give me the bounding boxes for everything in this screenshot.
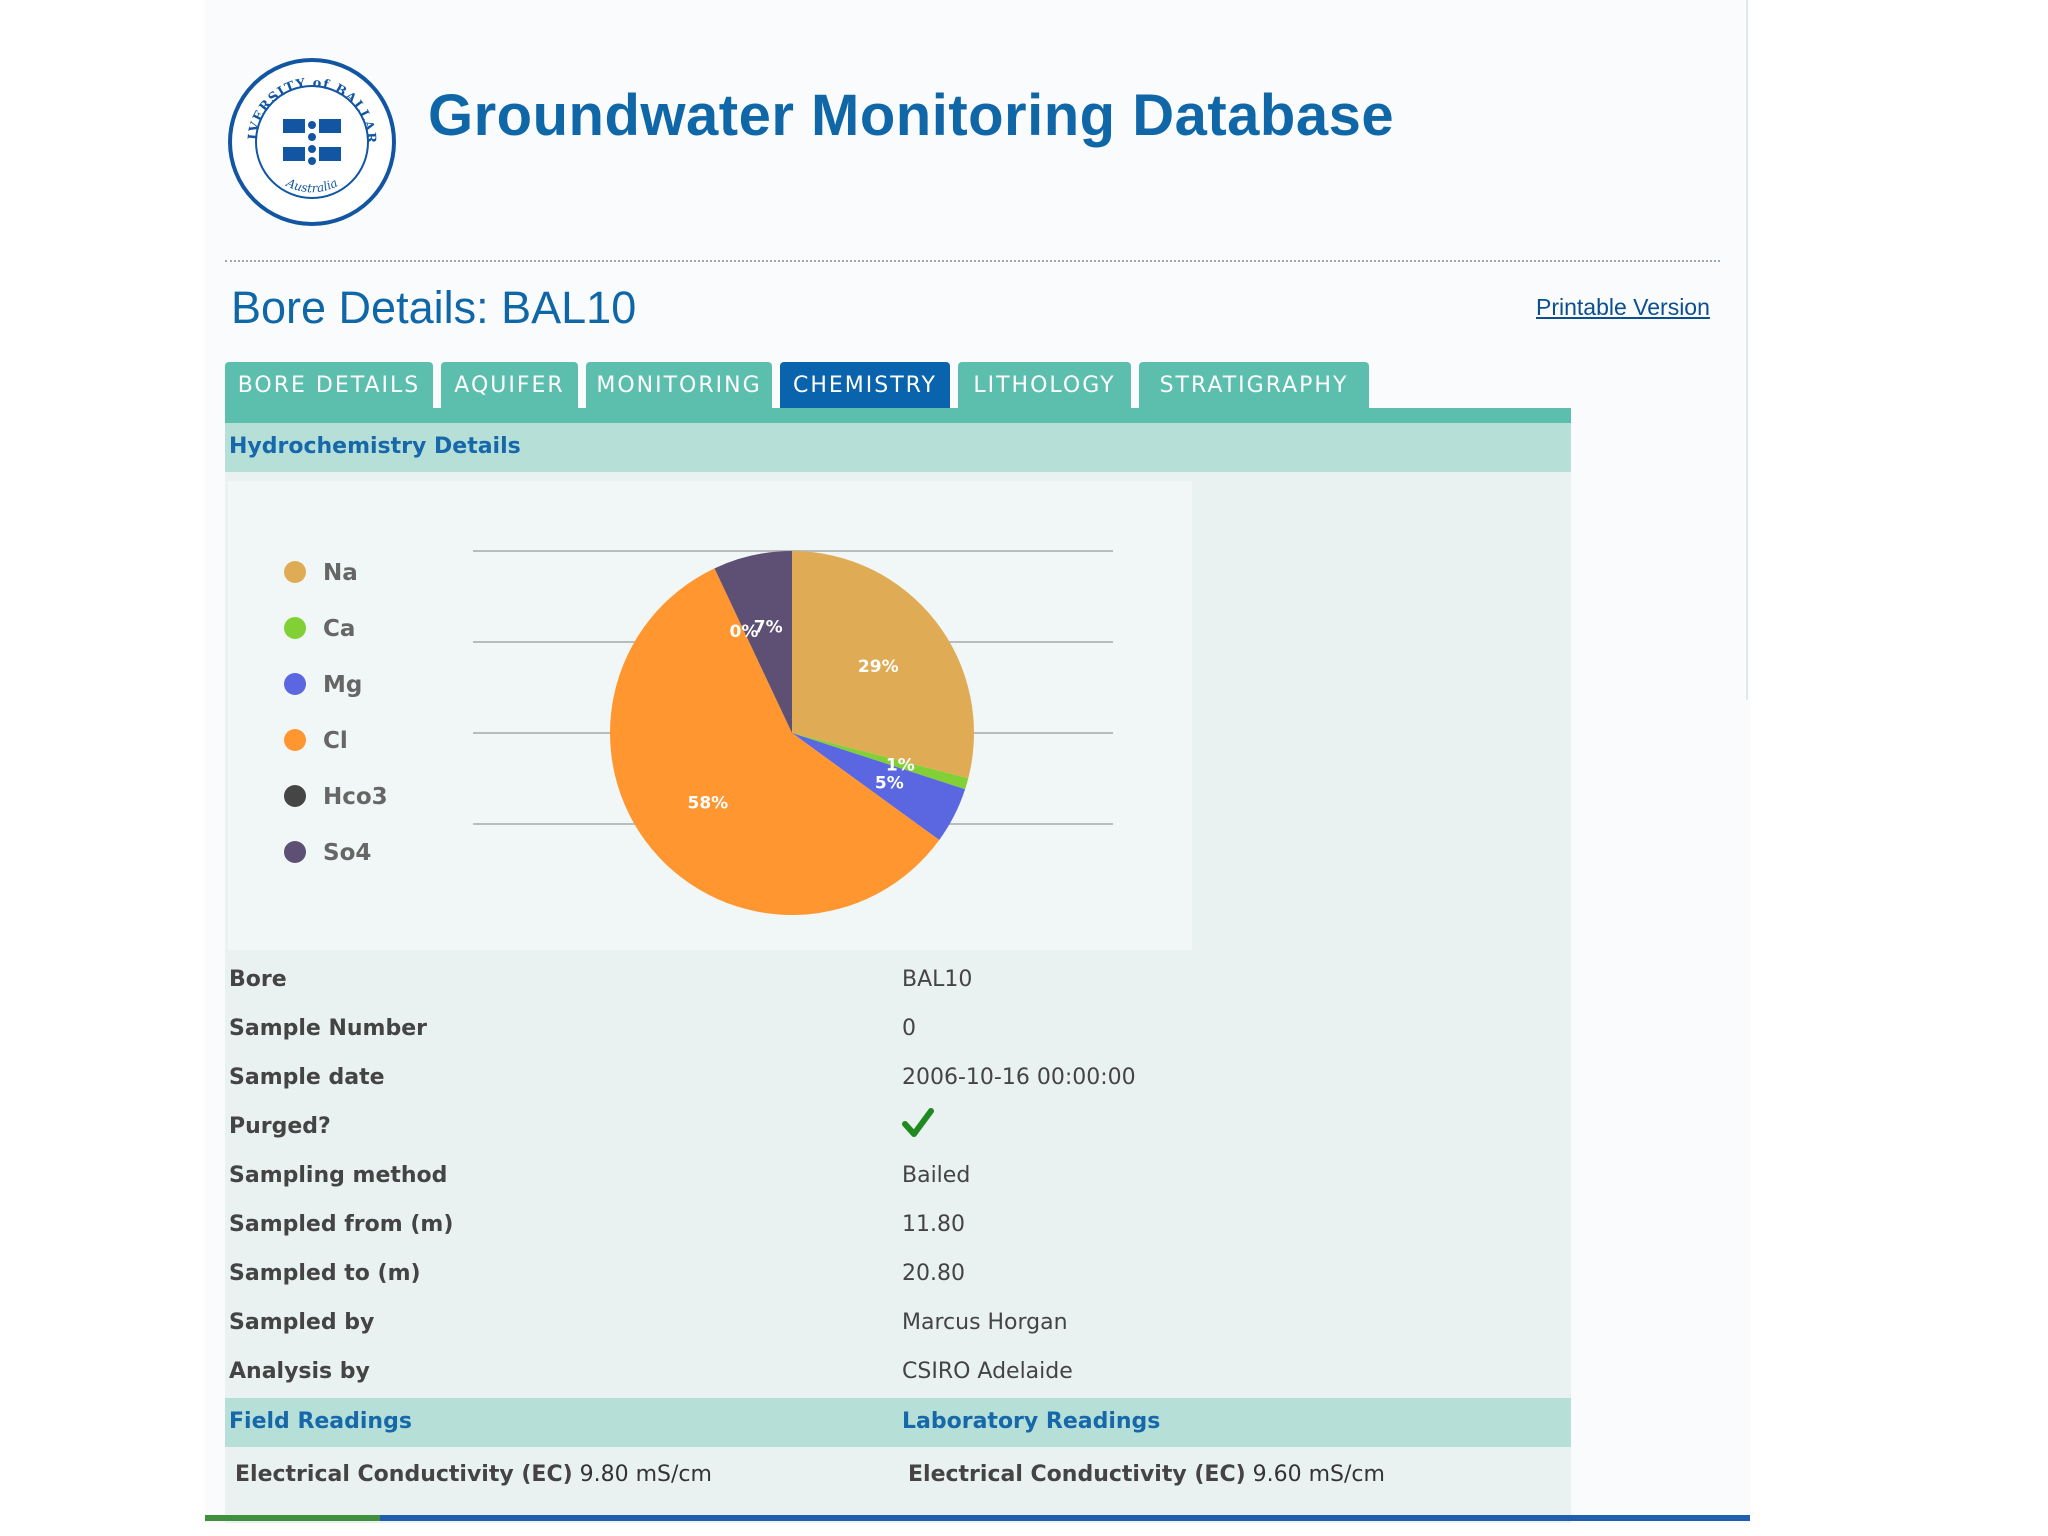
sample-date-label: Sample date (229, 1065, 385, 1090)
pie-slice-cl (610, 568, 940, 915)
pie-slice-mg (792, 733, 966, 840)
pie-label-cl: 58% (688, 794, 729, 814)
pie-label-ca: 1% (886, 755, 915, 775)
purged-label: Purged? (229, 1114, 331, 1139)
legend-label-ca: Ca (323, 616, 355, 642)
tab-chemistry[interactable]: CHEMISTRY (780, 362, 950, 408)
field-ec-reading: Electrical Conductivity (EC) 9.80 mS/cm (235, 1462, 712, 1487)
lab-ec-value: 9.60 mS/cm (1252, 1462, 1385, 1487)
legend-label-mg: Mg (323, 672, 362, 698)
legend-marker-cl (284, 729, 306, 751)
field-ec-label: Electrical Conductivity (EC) (235, 1462, 573, 1487)
readings-header (225, 1398, 1571, 1447)
lab-ec-label: Electrical Conductivity (EC) (908, 1462, 1246, 1487)
tab-underline (225, 408, 1571, 423)
tab-monitoring[interactable]: MONITORING (586, 362, 772, 408)
header-divider (225, 260, 1720, 262)
bore-value: BAL10 (902, 967, 973, 992)
footer-bar-blue (380, 1515, 1750, 1521)
tab-lithology[interactable]: LITHOLOGY (958, 362, 1131, 408)
legend-marker-ca (284, 617, 306, 639)
field-ec-value: 9.80 mS/cm (579, 1462, 712, 1487)
svg-text:Australia: Australia (283, 175, 340, 195)
pie-label-mg: 5% (875, 774, 904, 794)
footer-bar-green (205, 1515, 380, 1521)
sampling-method-value: Bailed (902, 1163, 971, 1188)
field-readings-title: Field Readings (229, 1409, 412, 1434)
legend-label-cl: Cl (323, 728, 348, 754)
pie-slice-na (792, 551, 975, 779)
sampled-by-label: Sampled by (229, 1310, 375, 1335)
bore-label: Bore (229, 967, 287, 992)
pie-slice-ca (792, 733, 969, 790)
tab-stratigraphy[interactable]: STRATIGRAPHY (1139, 362, 1369, 408)
sample-number-value: 0 (902, 1016, 916, 1041)
checkmark-icon (902, 1108, 934, 1137)
tab-aquifer[interactable]: AQUIFER (441, 362, 578, 408)
page-edge-divider (1746, 0, 1748, 700)
analysis-by-value: CSIRO Adelaide (902, 1359, 1073, 1384)
analysis-by-label: Analysis by (229, 1359, 370, 1384)
sampled-to-label: Sampled to (m) (229, 1261, 421, 1286)
laboratory-readings-title: Laboratory Readings (902, 1409, 1161, 1434)
legend-marker-so4 (284, 841, 306, 863)
sampled-from-value: 11.80 (902, 1212, 965, 1237)
page-title: Bore Details: BAL10 (231, 282, 637, 333)
chemistry-pie-chart: Na Ca Mg Cl Hco3 So4 29% 1%5% 58% 0%7% (284, 550, 1113, 915)
section-header (225, 423, 1571, 472)
sample-date-value: 2006-10-16 00:00:00 (902, 1065, 1136, 1090)
legend-marker-mg (284, 673, 306, 695)
legend-label-na: Na (323, 560, 358, 586)
printable-version-link[interactable]: Printable Version (1536, 294, 1710, 320)
site-title: Groundwater Monitoring Database (428, 83, 1395, 148)
sampled-from-label: Sampled from (m) (229, 1212, 454, 1237)
legend-label-so4: So4 (323, 840, 371, 866)
legend-marker-hco3 (284, 785, 306, 807)
lab-ec-reading: Electrical Conductivity (EC) 9.60 mS/cm (908, 1462, 1385, 1487)
sample-number-label: Sample Number (229, 1016, 427, 1041)
pie-label-na: 29% (858, 657, 899, 677)
sampled-by-value: Marcus Horgan (902, 1310, 1068, 1335)
tab-bore-details[interactable]: BORE DETAILS (225, 362, 433, 408)
sampling-method-label: Sampling method (229, 1163, 448, 1188)
pie-slice-so4 (714, 551, 792, 733)
logo-bottom-text: Australia (283, 175, 340, 195)
sampled-to-value: 20.80 (902, 1261, 965, 1286)
university-seal-logo: UNIVERSITY of BALLARAT Australia (227, 57, 396, 226)
pie-label-so4: 7% (754, 617, 783, 637)
pie-label-hco3: 0% (730, 622, 759, 642)
legend-marker-na (284, 561, 306, 583)
legend-label-hco3: Hco3 (323, 784, 388, 810)
section-title: Hydrochemistry Details (229, 434, 521, 459)
